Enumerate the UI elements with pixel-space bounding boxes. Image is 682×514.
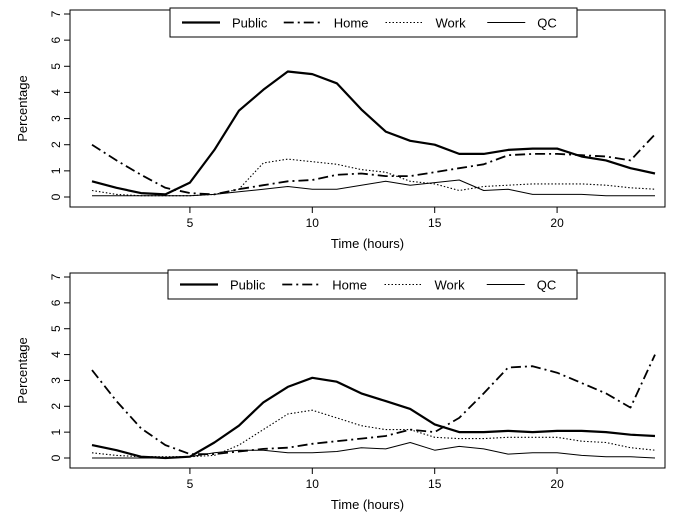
series-line-work <box>91 158 656 197</box>
x-axis-label: Time (hours) <box>331 236 404 251</box>
series-line-public <box>91 376 656 460</box>
y-tick-label: 6 <box>49 36 63 43</box>
x-tick-label: 15 <box>428 477 442 491</box>
legend-label-public: Public <box>230 278 266 293</box>
y-axis-label: Percentage <box>15 75 30 142</box>
plot-frame <box>69 272 666 469</box>
x-tick-label: 15 <box>428 216 442 230</box>
x-tick-label: 5 <box>187 477 194 491</box>
x-tick-label: 10 <box>306 216 320 230</box>
legend-label-home: Home <box>332 278 367 293</box>
x-tick-label: 20 <box>550 477 564 491</box>
series-line-qc <box>92 179 655 197</box>
y-tick-label: 2 <box>49 141 63 148</box>
y-tick-label: 7 <box>49 273 63 280</box>
legend: Public Home Work QC <box>167 269 578 300</box>
y-tick-label: 1 <box>49 428 63 435</box>
legend-label-qc: QC <box>537 16 557 31</box>
legend-label-public: Public <box>232 16 268 31</box>
series-line-home <box>91 133 656 196</box>
y-tick-label: 4 <box>49 351 63 358</box>
y-tick-label: 4 <box>49 89 63 96</box>
y-tick-label: 1 <box>49 167 63 174</box>
y-tick-label: 3 <box>49 377 63 384</box>
y-tick-label: 7 <box>49 10 63 17</box>
x-tick-label: 5 <box>187 216 194 230</box>
y-tick-label: 5 <box>49 325 63 332</box>
y-tick-label: 6 <box>49 299 63 306</box>
legend: Public Home Work QC <box>169 7 578 38</box>
y-axis-label: Percentage <box>15 337 30 404</box>
legend-label-home: Home <box>334 16 369 31</box>
series-line-home <box>91 354 656 456</box>
y-tick-label: 0 <box>49 454 63 461</box>
x-tick-label: 10 <box>306 477 320 491</box>
legend-label-qc: QC <box>537 278 557 293</box>
chart-panel-top: 0 1 2 3 4 5 6 7 5 10 15 20 Time (hours) Percentage Pub… <box>15 7 666 251</box>
y-tick-label: 0 <box>49 193 63 200</box>
legend-label-work: Work <box>436 16 467 31</box>
x-axis-label: Time (hours) <box>331 497 404 512</box>
x-tick-label: 20 <box>550 216 564 230</box>
plot-frame <box>69 9 666 208</box>
chart-panel-bottom: 0 1 2 3 4 5 6 7 5 10 15 20 Time (hours) Percentage Pub… <box>15 269 666 512</box>
series-line-work <box>91 409 656 458</box>
y-tick-label: 5 <box>49 63 63 70</box>
legend-label-work: Work <box>435 278 466 293</box>
y-tick-label: 2 <box>49 403 63 410</box>
y-tick-label: 3 <box>49 115 63 122</box>
series-line-public <box>91 70 656 196</box>
series-line-qc <box>92 442 656 459</box>
